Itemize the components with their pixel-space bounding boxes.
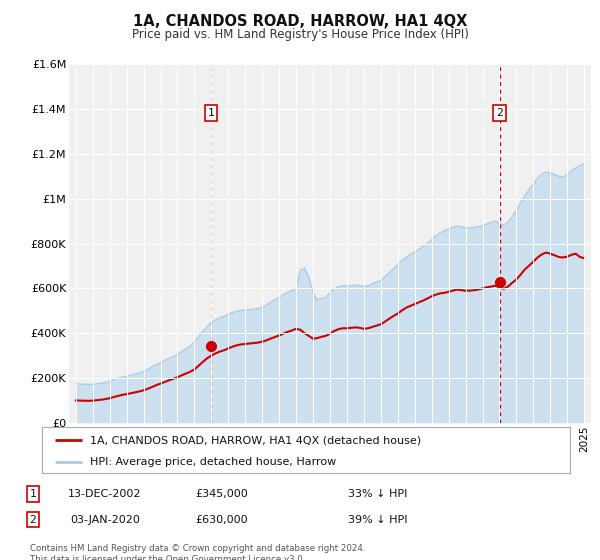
Text: £345,000: £345,000: [196, 489, 248, 499]
Text: 03-JAN-2020: 03-JAN-2020: [70, 515, 140, 525]
Text: 1A, CHANDOS ROAD, HARROW, HA1 4QX (detached house): 1A, CHANDOS ROAD, HARROW, HA1 4QX (detac…: [89, 435, 421, 445]
Text: HPI: Average price, detached house, Harrow: HPI: Average price, detached house, Harr…: [89, 457, 336, 466]
Text: 1: 1: [208, 108, 214, 118]
Text: 1A, CHANDOS ROAD, HARROW, HA1 4QX: 1A, CHANDOS ROAD, HARROW, HA1 4QX: [133, 14, 467, 29]
Text: 39% ↓ HPI: 39% ↓ HPI: [348, 515, 407, 525]
Text: 13-DEC-2002: 13-DEC-2002: [68, 489, 142, 499]
Text: Price paid vs. HM Land Registry's House Price Index (HPI): Price paid vs. HM Land Registry's House …: [131, 28, 469, 41]
Text: 2: 2: [29, 515, 37, 525]
Text: 33% ↓ HPI: 33% ↓ HPI: [348, 489, 407, 499]
Text: £630,000: £630,000: [196, 515, 248, 525]
Text: Contains HM Land Registry data © Crown copyright and database right 2024.
This d: Contains HM Land Registry data © Crown c…: [30, 544, 365, 560]
Text: 1: 1: [29, 489, 37, 499]
Text: 2: 2: [496, 108, 503, 118]
